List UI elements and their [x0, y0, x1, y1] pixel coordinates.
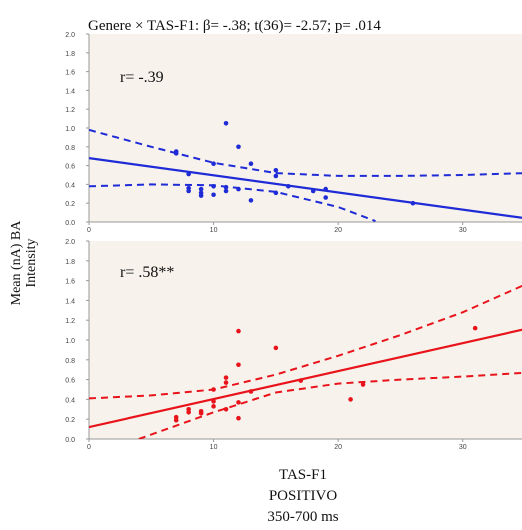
top-y-tick-label: 1.0	[65, 126, 75, 133]
top-y-tick-label: 1.6	[65, 70, 75, 77]
bottom-y-tick-label: 2.0	[65, 239, 75, 246]
bottom-data-point	[198, 408, 204, 414]
top-fit-line	[89, 157, 522, 219]
top-y-tick-label: 0.2	[65, 201, 75, 208]
top-data-point	[236, 186, 241, 192]
bottom-data-point	[248, 389, 254, 394]
bottom-ci-upper-line	[89, 284, 522, 400]
top-data-point	[286, 183, 291, 189]
top-data-point	[223, 121, 229, 126]
top-ci-upper-line	[89, 128, 522, 177]
y-axis-label-line2: Intensity	[24, 239, 39, 288]
bottom-correlation-annotation: r= .58**	[120, 264, 174, 281]
top-data-point	[323, 186, 328, 192]
top-y-tick-label: 0.4	[65, 182, 75, 189]
bottom-data-point	[236, 362, 241, 368]
bottom-y-tick-label: 0.8	[65, 358, 75, 365]
panel-bottom: 0.0 0.2 0.4 0.6 0.8 1.0 1.2 1.4 1.6 1.8 2.0 0 10 20 30…	[65, 239, 522, 451]
top-y-tick-label: 1.8	[65, 51, 75, 58]
top-x-tick-label: 20	[334, 227, 342, 234]
top-data-point	[310, 188, 316, 194]
x-axis-label-line1: TAS-F1	[279, 467, 327, 483]
top-data-point	[173, 151, 179, 156]
bottom-data-point	[298, 378, 304, 383]
top-data-point	[410, 200, 416, 206]
top-y-tick-label: 0.8	[65, 145, 75, 152]
x-axis-label-line3: 350-700 ms	[267, 509, 338, 525]
y-axis-label-line1: Mean (nA) BA	[9, 220, 24, 306]
x-axis-label-line2: POSITIVO	[269, 488, 338, 504]
bottom-fit-line	[89, 328, 522, 429]
top-data-point	[273, 190, 279, 196]
bottom-y-tick-label: 1.0	[65, 338, 75, 345]
top-data-point	[186, 171, 191, 177]
top-y-tick-label: 0.6	[65, 164, 75, 171]
top-data-point	[211, 183, 216, 189]
bottom-data-point	[173, 414, 179, 420]
bottom-plot-background	[89, 241, 522, 439]
bottom-y-tick-label: 1.6	[65, 279, 75, 286]
bottom-y-tick-label: 0.4	[65, 397, 75, 404]
bottom-y-tick-label: 1.8	[65, 259, 75, 266]
bottom-data-point	[223, 407, 229, 412]
top-data-point	[248, 161, 254, 167]
bottom-data-point	[236, 400, 241, 405]
bottom-y-tick-label: 1.2	[65, 318, 75, 325]
top-y-tick-label: 1.4	[65, 88, 75, 95]
bottom-x-tick-label: 20	[334, 444, 342, 451]
bottom-y-tick-label: 0.6	[65, 378, 75, 385]
top-y-tick-label: 1.2	[65, 107, 75, 114]
top-data-point	[248, 198, 254, 203]
top-x-tick-label: 10	[210, 227, 218, 234]
top-correlation-annotation: r= -.39	[120, 69, 164, 86]
bottom-data-point	[360, 382, 366, 387]
figure-title: Genere × TAS-F1: β= -.38; t(36)= -2.57; …	[88, 18, 381, 34]
top-data-point	[198, 193, 204, 198]
top-data-point	[186, 188, 191, 194]
top-y-tick-label: 0.0	[65, 220, 75, 227]
bottom-y-tick-label: 0.2	[65, 417, 75, 424]
bottom-data-point	[211, 404, 216, 409]
bottom-data-point	[211, 387, 216, 392]
top-data-point	[223, 184, 229, 190]
bottom-x-tick-label: 30	[459, 444, 467, 451]
top-data-point	[273, 168, 279, 173]
bottom-x-tick-label: 0	[87, 444, 91, 451]
top-data-point	[323, 195, 328, 200]
bottom-x-tick-label: 10	[210, 444, 218, 451]
bottom-y-tick-label: 1.4	[65, 298, 75, 305]
bottom-data-point	[223, 380, 229, 385]
top-data-point	[273, 173, 279, 179]
bottom-y-tick-label: 0.0	[65, 437, 75, 444]
bottom-data-point	[472, 325, 478, 331]
top-ci-lower-line	[89, 183, 376, 222]
bottom-data-point	[186, 407, 191, 412]
top-data-point	[223, 188, 229, 194]
panel-top: 0.0 0.2 0.4 0.6 0.8 1.0 1.2 1.4 1.6 1.8 2.0 0 10 20 30…	[65, 32, 522, 234]
top-data-point	[198, 186, 204, 192]
bottom-data-point	[236, 415, 241, 421]
top-data-point	[236, 144, 241, 150]
bottom-data-point	[348, 397, 353, 402]
bottom-data-point	[223, 375, 229, 380]
top-x-tick-label: 30	[459, 227, 467, 234]
top-data-point	[211, 192, 216, 198]
bottom-data-point	[236, 328, 241, 334]
top-data-point	[211, 161, 216, 167]
bottom-data-point	[211, 399, 216, 404]
top-y-tick-label: 2.0	[65, 32, 75, 39]
bottom-data-point	[273, 345, 279, 351]
top-plot-background	[89, 34, 522, 222]
bottom-ci-lower-line	[138, 371, 522, 439]
top-x-tick-label: 0	[87, 227, 91, 234]
